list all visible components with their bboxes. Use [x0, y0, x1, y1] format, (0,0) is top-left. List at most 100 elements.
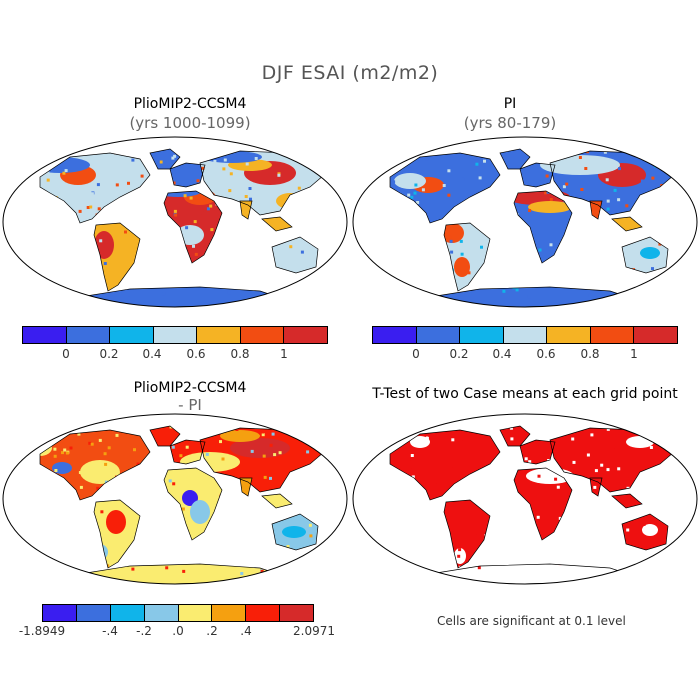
map-cell [222, 167, 226, 171]
map-cell [459, 440, 463, 444]
map-cell [250, 449, 254, 453]
map-cell [228, 189, 232, 193]
coastline [443, 222, 491, 292]
map-cell [25, 543, 28, 546]
map-cell [156, 160, 160, 164]
map-cell [90, 192, 94, 196]
map-cell [642, 522, 646, 526]
map-cell [614, 497, 618, 501]
map-cell [649, 446, 653, 449]
map-cell [544, 191, 548, 195]
colorbar-tick-label: 0.2 [99, 347, 119, 361]
map-cell [419, 567, 422, 571]
map-cell [655, 290, 659, 294]
colorbar-swatch [76, 605, 111, 621]
coastline [513, 467, 573, 541]
colorbar-swatch [43, 605, 77, 621]
map-cell [651, 176, 655, 180]
map-cell [36, 288, 39, 291]
map-cell [545, 174, 549, 178]
coastline [149, 148, 181, 170]
colorbar-swatch [373, 327, 417, 343]
map-cell [209, 204, 213, 208]
map-cell [528, 460, 532, 464]
map-cell [618, 432, 622, 436]
map-cell [447, 193, 451, 197]
map-cell [201, 166, 205, 170]
map-cell [171, 156, 175, 160]
map-cell [115, 183, 119, 187]
colorbar-swatch [246, 605, 281, 621]
map-cell [245, 162, 249, 166]
colorbar-swatch [503, 327, 548, 343]
colorbar-tick-label: 0.6 [536, 347, 556, 361]
map-cell [480, 245, 483, 249]
map-cell [536, 446, 540, 450]
coastline [169, 162, 206, 188]
map-cell [100, 510, 104, 514]
continent-asia [200, 428, 324, 492]
map-cell [618, 167, 621, 171]
coastline [513, 190, 573, 264]
map-cell [205, 498, 209, 502]
map-cell [185, 226, 189, 230]
map-cell [676, 425, 679, 428]
panel-2-title: PI [503, 96, 517, 112]
map-cell [476, 534, 480, 538]
colorbar-swatch [23, 327, 67, 343]
map-cell [27, 549, 30, 552]
map-value-patch [230, 438, 290, 458]
colorbar-tick-label: 0.2 [449, 347, 469, 361]
coastline [611, 493, 643, 509]
map-cell [90, 442, 94, 446]
colorbar-swatch [416, 327, 461, 343]
colorbar-swatch [590, 327, 635, 343]
map-cell [196, 179, 200, 183]
map-cell [61, 451, 64, 455]
map-cell [578, 156, 582, 159]
colorbar-pliomip2 [22, 326, 328, 344]
map-cell [377, 570, 380, 573]
map-cell [206, 207, 210, 211]
map-cell [477, 566, 481, 570]
coastline [499, 148, 531, 170]
map-pi [352, 136, 698, 308]
map-cell [69, 446, 73, 450]
map-cell [261, 433, 265, 437]
continent-seasia [262, 217, 292, 231]
map-cell [45, 432, 49, 436]
map-cell [262, 454, 266, 458]
map-cell [489, 564, 492, 568]
map-cell [657, 522, 660, 525]
map-cell [136, 462, 140, 466]
map-cell [46, 178, 50, 182]
map-cell [467, 271, 471, 275]
map-cell [391, 460, 394, 464]
map-cell [451, 438, 455, 442]
coastline [39, 429, 151, 501]
colorbar-tick-label: 1 [630, 347, 638, 361]
map-cell [78, 471, 82, 474]
colorbar-swatch [284, 327, 328, 343]
map-cell [71, 149, 75, 151]
map-value-patch [454, 257, 470, 277]
map-cell [44, 285, 48, 289]
map-cell [509, 426, 513, 430]
map-value-patch [52, 462, 72, 474]
map-cell [96, 183, 100, 187]
map-cell [467, 432, 471, 436]
map-cell [89, 205, 93, 209]
map-cell [61, 149, 65, 152]
coastline [39, 152, 151, 224]
colorbar-swatch [212, 605, 247, 621]
map-cell [303, 453, 307, 457]
continent-seasia [612, 494, 642, 508]
continent-green [500, 426, 530, 446]
map-cell [588, 293, 592, 297]
map-cell [156, 158, 160, 162]
map-cell [590, 433, 594, 437]
map-value-patch [642, 524, 658, 536]
map-cell [450, 250, 454, 254]
coastline [239, 200, 253, 220]
map-value-patch [410, 436, 430, 448]
